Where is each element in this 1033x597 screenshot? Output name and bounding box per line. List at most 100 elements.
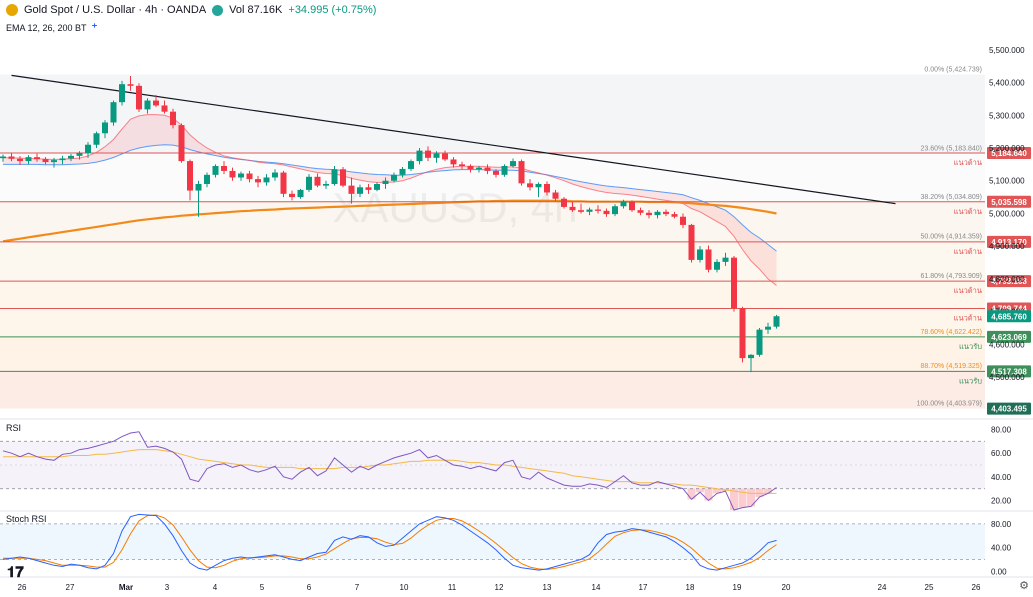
fib-level-label: 38.20% (5,034.809) xyxy=(921,194,983,201)
chart-header: Gold Spot / U.S. Dollar · 4h · OANDA Vol… xyxy=(6,4,376,16)
candle-body xyxy=(119,84,125,103)
candle-body xyxy=(663,211,669,215)
ema-slow-line xyxy=(3,144,777,252)
candle-body xyxy=(348,185,355,194)
last-price-tag xyxy=(987,310,1031,323)
indicator-row: EMA 12, 26, 200 BT ⁺ xyxy=(6,21,97,34)
symbol-title[interactable]: Gold Spot / U.S. Dollar · 4h · OANDA xyxy=(24,4,207,16)
candle-body xyxy=(416,150,423,162)
candle-body xyxy=(246,173,253,180)
rsi-panel-label[interactable]: RSI xyxy=(6,423,22,433)
price-tag-resistance xyxy=(987,147,1031,160)
candle-body xyxy=(722,257,729,262)
x-axis-tick: 12 xyxy=(495,583,504,592)
price-tag-label: 4,793.168 xyxy=(991,277,1027,286)
candle-body xyxy=(595,209,601,211)
y-axis-tick: 4,800.000 xyxy=(989,275,1025,284)
rsi-axis-tick: 60.00 xyxy=(991,449,1012,458)
candle-body xyxy=(212,166,219,175)
fib-level-label: 61.80% (4,793.909) xyxy=(921,273,983,280)
y-axis-tick: 5,400.000 xyxy=(989,79,1025,88)
candle-body xyxy=(527,183,533,188)
fib-zone xyxy=(0,280,985,338)
fib-zone xyxy=(0,337,985,371)
x-axis-tick: Mar xyxy=(119,583,133,592)
candle-body xyxy=(748,354,754,359)
trendline xyxy=(11,74,896,205)
candle-body xyxy=(408,161,414,169)
gear-icon[interactable]: ⚙ xyxy=(1019,580,1029,592)
rsi-axis-tick: 80.00 xyxy=(991,425,1012,434)
candle-body xyxy=(280,172,287,194)
candle-body xyxy=(0,156,6,159)
x-axis-tick: 6 xyxy=(307,583,312,592)
candle-body xyxy=(501,166,508,175)
x-axis-tick: 20 xyxy=(782,583,791,592)
candle-body xyxy=(136,85,142,110)
tradingview-logo-icon: 𝟏𝟕 xyxy=(7,564,24,581)
rsi-axis-tick: 40.00 xyxy=(991,473,1012,482)
price-tag-resistance xyxy=(987,275,1031,288)
x-axis-tick: 10 xyxy=(400,583,409,592)
live-dot-icon xyxy=(212,4,224,16)
stoch-axis-tick: 0.00 xyxy=(991,567,1007,576)
candle-body xyxy=(493,170,499,175)
candle-body xyxy=(773,316,780,327)
y-axis-tick: 4,600.000 xyxy=(989,340,1025,349)
x-axis-tick: 19 xyxy=(733,583,742,592)
candle-body xyxy=(314,176,321,186)
level-note: แนวต้าน xyxy=(954,247,982,256)
fib-level-label: 88.70% (4,519.325) xyxy=(921,363,983,370)
candle-body xyxy=(535,184,542,188)
candle-body xyxy=(382,180,389,184)
candle-body xyxy=(76,152,83,156)
x-axis-tick: 24 xyxy=(878,583,887,592)
candle-body xyxy=(144,100,151,110)
candle-body xyxy=(238,173,244,178)
candle-body xyxy=(59,158,66,161)
candle-body xyxy=(765,326,771,330)
candle-body xyxy=(195,184,202,191)
candle-body xyxy=(569,206,576,211)
candle-body xyxy=(68,155,74,159)
candle-body xyxy=(263,177,270,183)
y-axis-tick: 5,500.000 xyxy=(989,46,1025,55)
y-axis-tick: 4,900.000 xyxy=(989,242,1025,251)
candle-body xyxy=(340,169,346,186)
candle-body xyxy=(654,211,661,216)
x-axis-tick: 26 xyxy=(972,583,981,592)
candle-body xyxy=(93,133,100,145)
fib-level-label: 50.00% (4,914.359) xyxy=(921,233,983,240)
candle-body xyxy=(272,172,278,178)
price-tag-support xyxy=(987,365,1031,378)
candle-body xyxy=(688,224,695,260)
candle-body xyxy=(391,174,397,181)
candle-body xyxy=(51,160,57,163)
price-tag-label: 4,709.744 xyxy=(991,304,1027,313)
x-axis-tick: 14 xyxy=(592,583,601,592)
candle-body xyxy=(204,174,210,184)
plus-icon[interactable]: ⁺ xyxy=(91,22,98,34)
price-tag-resistance xyxy=(987,195,1031,208)
ema-indicator-label[interactable]: EMA 12, 26, 200 BT xyxy=(6,22,87,33)
fib-level-label: 100.00% (4,403.979) xyxy=(917,401,982,408)
level-note: แนวรับ xyxy=(959,342,982,351)
candle-body xyxy=(297,189,304,198)
stoch-band xyxy=(0,523,985,560)
x-axis-tick: 26 xyxy=(18,583,27,592)
fib-zone xyxy=(0,202,985,242)
last-price-label: 4,685.760 xyxy=(991,312,1027,321)
candle-body xyxy=(306,176,312,190)
candle-body xyxy=(425,150,431,158)
candle-body xyxy=(34,157,40,160)
stoch-rsi-panel-label[interactable]: Stoch RSI xyxy=(6,514,47,524)
candle-body xyxy=(544,184,550,193)
level-note: แนวต้าน xyxy=(954,158,982,167)
volume-value: Vol 87.16K xyxy=(229,4,283,16)
candle-body xyxy=(697,249,703,260)
price-tag-support xyxy=(987,330,1031,343)
x-axis-tick: 17 xyxy=(639,583,648,592)
price-tag-label: 4,623.069 xyxy=(991,333,1027,342)
ema-fast-line xyxy=(3,114,777,286)
